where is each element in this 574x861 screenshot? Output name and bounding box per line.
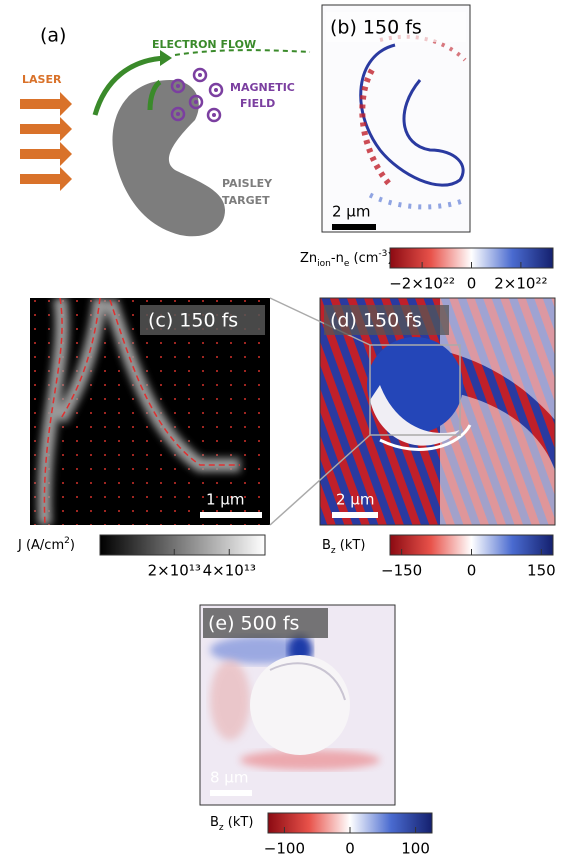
colorbar-label: Bz (kT) (322, 538, 365, 556)
colorbar-label: Znion-ne (cm-3) (300, 249, 392, 269)
flow-arrow (160, 50, 172, 66)
scale-bar (200, 512, 262, 518)
panel-e: (e) 500 fs 8 µm (199, 604, 396, 806)
flow-arrow (174, 49, 311, 56)
colorbar-tick-label: 2×10²² (494, 275, 547, 293)
colorbar-label-part: J (A/cm (17, 538, 64, 553)
field-label: FIELD (240, 97, 275, 110)
colorbar-label-part: z (219, 823, 224, 833)
field-label: MAGNETIC (230, 81, 295, 94)
laser-label: LASER (22, 73, 62, 86)
colorbar-label: Bz (kT) (210, 815, 253, 833)
scale-bar (332, 512, 378, 518)
field-symbols (170, 67, 224, 123)
colorbar-label-part: e (344, 259, 350, 269)
panel-c: (c) 150 fs 1 µm (30, 298, 270, 525)
colorbar-tick-label: 0 (467, 562, 477, 580)
panel-title: (c) 150 fs (148, 310, 238, 332)
laser-arrows (20, 92, 72, 191)
colorbar-label: J (A/cm2) (17, 536, 75, 553)
colorbar-tick-label: 0 (467, 275, 477, 293)
colorbar-tick-label: 150 (527, 562, 556, 580)
panel-b: (b) 150 fs 2 µm (321, 4, 471, 233)
scale-bar-label: 2 µm (336, 491, 374, 509)
colorbar-label-part: Zn (300, 251, 317, 266)
panel-d: (d) 150 fs 2 µm (269, 297, 556, 526)
colorbar-tick-label: 0 (345, 840, 355, 858)
colorbar-tick-label: −2×10²² (389, 275, 455, 293)
flow-label: ELECTRON FLOW (152, 38, 256, 51)
scale-bar-label: 8 µm (210, 769, 248, 787)
colorbar-label-part: B (210, 815, 219, 830)
colorbar-label-part: (cm (349, 251, 378, 266)
colorbar-label-part: z (331, 546, 336, 556)
colorbar-label-part: -n (331, 251, 344, 266)
panel-frame (321, 4, 471, 233)
paisley-target (112, 80, 225, 237)
colorbar-tick-label: −150 (381, 562, 422, 580)
panel-label: (a) (40, 25, 66, 47)
panel-title: (d) 150 fs (330, 310, 422, 332)
scale-bar-label: 1 µm (206, 491, 244, 509)
target-label: PAISLEY (222, 177, 273, 190)
colorbar-tick-label: −100 (264, 840, 305, 858)
colorbar-label-part: ) (70, 538, 75, 553)
panel-a: (a) LASER ELECTRON FLOW MAGNETIC FIELD P… (20, 25, 311, 237)
flow-arrow (147, 79, 162, 111)
panel-title: (e) 500 fs (208, 613, 299, 635)
colorbar-tick-label: 2×10¹³ (148, 562, 201, 580)
scale-bar (332, 224, 376, 230)
flow-arrow (92, 55, 166, 116)
connector (269, 297, 371, 346)
colorbar-label-part: B (322, 538, 331, 553)
scale-bar (210, 790, 252, 796)
colorbar-label-part: ion (317, 259, 331, 269)
target-label: TARGET (222, 194, 270, 207)
connector (269, 434, 371, 526)
colorbar-label-part: 2 (64, 536, 70, 546)
colorbar-label-part: (kT) (224, 815, 254, 830)
colorbar-label-part: -3 (378, 249, 387, 259)
colorbar-tick-label: 4×10¹³ (203, 562, 256, 580)
panel-title: (b) 150 fs (330, 17, 422, 39)
inset-box (369, 344, 461, 436)
colorbar-tick-label: 100 (401, 840, 430, 858)
scale-bar-label: 2 µm (332, 203, 370, 221)
colorbar-label-part: (kT) (336, 538, 366, 553)
colorbar (99, 534, 266, 556)
